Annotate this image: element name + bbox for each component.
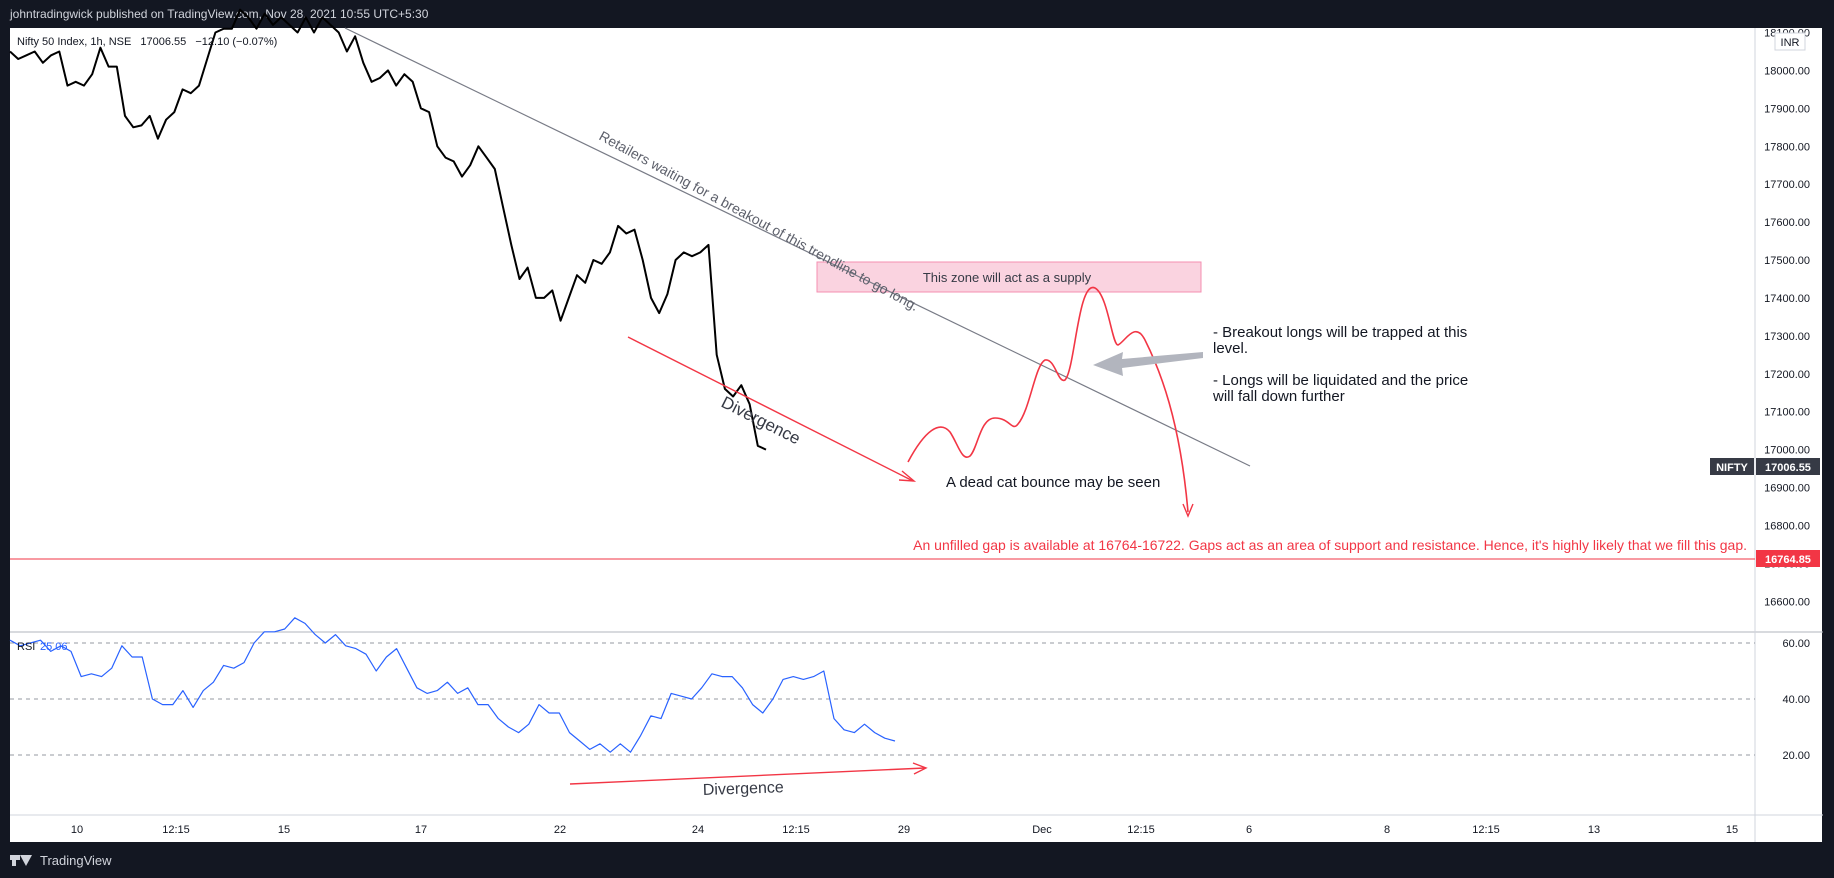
tradingview-brand[interactable]: TradingView	[10, 842, 112, 878]
price-tick-label: 17400.00	[1764, 293, 1810, 305]
time-tick-label: 24	[692, 824, 704, 836]
tradingview-logo-icon	[10, 852, 34, 868]
last-price-label	[1756, 458, 1820, 475]
trap-text-2: level.	[1213, 340, 1248, 357]
trendline[interactable]	[344, 27, 1251, 467]
time-tick-label: 15	[1726, 824, 1738, 836]
rsi-divergence-arrowhead	[912, 762, 928, 775]
time-tick-label: 10	[71, 824, 83, 836]
last-price-label-text: 17006.55	[1765, 462, 1811, 474]
price-divergence-label: Divergence	[718, 393, 803, 449]
time-tick-label: 15	[278, 824, 290, 836]
rsi-legend-value: 25.06	[40, 641, 68, 653]
liquidation-text-1: - Longs will be liquidated and the price	[1213, 372, 1468, 389]
price-tick-label: 17300.00	[1764, 331, 1810, 343]
rsi-line[interactable]	[9, 617, 896, 753]
time-tick-label: 29	[898, 824, 910, 836]
price-tick-label: 16900.00	[1764, 483, 1810, 495]
trendline-label: Retailers waiting for a breakout of this…	[597, 128, 922, 314]
time-tick-label: 17	[415, 824, 427, 836]
brand-name: TradingView	[40, 852, 112, 868]
price-tick-label: 17800.00	[1764, 141, 1810, 153]
supply-zone-label: This zone will act as a supply	[923, 270, 1092, 285]
last-price: 17006.55	[140, 36, 186, 48]
currency-badge[interactable]	[1774, 32, 1806, 51]
price-tick-label: 16600.00	[1764, 596, 1810, 608]
liquidation-text-2: will fall down further	[1212, 388, 1345, 405]
time-tick-label: Dec	[1032, 824, 1052, 836]
rsi-divergence-label: Divergence	[703, 779, 785, 799]
supply-zone[interactable]	[816, 261, 1202, 293]
price-line[interactable]	[9, 8, 767, 451]
rsi-divergence-line[interactable]	[569, 767, 926, 785]
rsi-legend-label: RSI	[17, 641, 35, 653]
time-tick-label: 12:15	[1127, 824, 1155, 836]
time-tick-label: 22	[554, 824, 566, 836]
rsi-tick-label: 40.00	[1782, 694, 1810, 706]
price-tick-label: 17900.00	[1764, 103, 1810, 115]
price-tick-label: 17100.00	[1764, 407, 1810, 419]
time-tick-label: 12:15	[1472, 824, 1500, 836]
chart-frame	[10, 28, 1822, 842]
gap-note: An unfilled gap is available at 16764-16…	[913, 537, 1747, 553]
trap-text-1: - Breakout longs will be trapped at this	[1213, 324, 1467, 341]
symbol-tag	[1710, 458, 1754, 475]
price-tick-label: 17000.00	[1764, 445, 1810, 457]
projection-arrowhead	[1182, 503, 1194, 518]
rsi-axis[interactable]: 60.00 40.00 20.00	[1782, 638, 1810, 762]
time-axis[interactable]: 10 12:15 15 17 22 24 12:15 29 Dec 12:15 6 8 12:15 13 1…	[71, 824, 1738, 836]
symbol-legend: Nifty 50 Index, 1h, NSE 17006.55 −12.10 …	[17, 36, 277, 48]
time-tick-label: 12:15	[162, 824, 190, 836]
price-tick-label: 18000.00	[1764, 65, 1810, 77]
rsi-tick-label: 20.00	[1782, 750, 1810, 762]
pointer-arrow	[1093, 352, 1203, 376]
price-tick-label: 17600.00	[1764, 217, 1810, 229]
projection-path[interactable]	[907, 287, 1189, 513]
gap-level-label	[1756, 550, 1820, 567]
price-tick-label: 17500.00	[1764, 255, 1810, 267]
rsi-tick-label: 60.00	[1782, 638, 1810, 650]
price-tick-label: 17700.00	[1764, 179, 1810, 191]
price-divergence-arrowhead	[898, 470, 917, 482]
footer-bar: TradingView	[0, 842, 1834, 878]
time-tick-label: 8	[1384, 824, 1390, 836]
price-divergence-line[interactable]	[627, 336, 914, 482]
symbol-tag-text: NIFTY	[1716, 462, 1748, 474]
symbol-name: Nifty 50 Index, 1h, NSE	[17, 36, 131, 48]
time-tick-label: 6	[1246, 824, 1252, 836]
dead-cat-bounce-text: A dead cat bounce may be seen	[946, 474, 1160, 491]
gap-level-label-text: 16764.85	[1765, 554, 1811, 566]
price-axis[interactable]: 18100.0018000.0017900.0017800.0017700.00…	[1764, 28, 1810, 609]
price-tick-label: 17200.00	[1764, 369, 1810, 381]
price-change: −12.10 (−0.07%)	[195, 36, 277, 48]
time-tick-label: 13	[1588, 824, 1600, 836]
price-tick-label: 16800.00	[1764, 521, 1810, 533]
time-tick-label: 12:15	[782, 824, 810, 836]
currency-label: INR	[1781, 37, 1800, 49]
